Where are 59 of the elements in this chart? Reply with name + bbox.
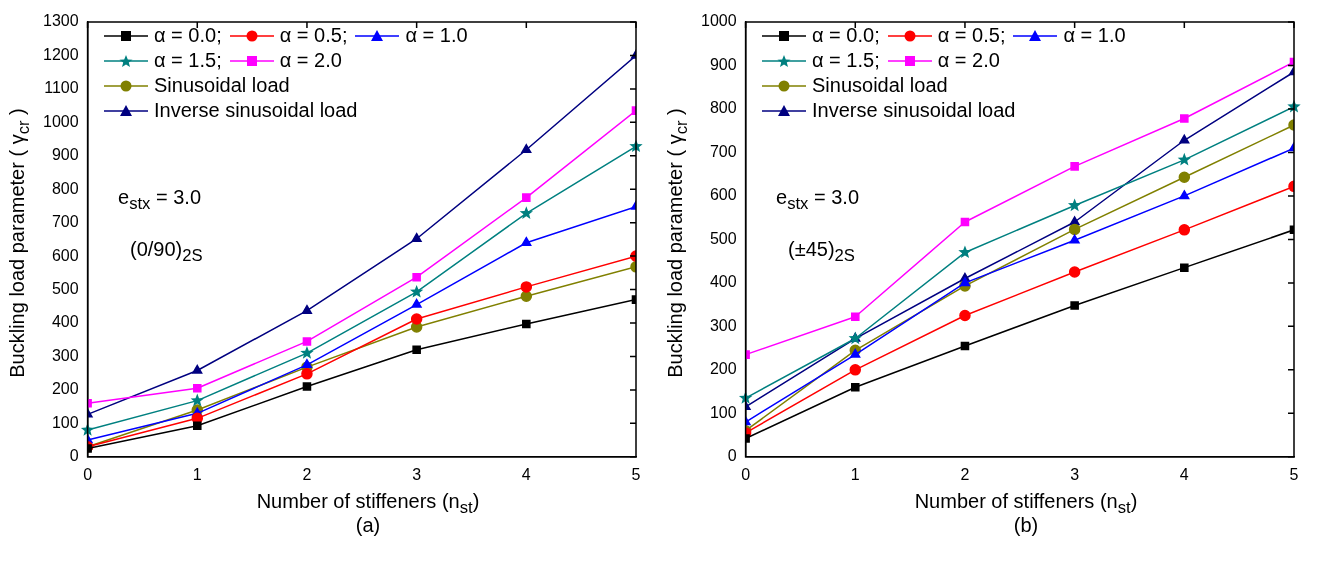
legend-label: α = 1.5;: [812, 49, 880, 72]
x-tick-label: 3: [412, 465, 422, 483]
x-tick-label: 0: [741, 465, 751, 483]
x-tick-label: 0: [83, 465, 93, 483]
legend-label: α = 1.0: [405, 24, 468, 47]
y-tick-label: 1300: [43, 12, 79, 30]
legend-label: α = 1.0: [1063, 24, 1126, 47]
legend-label: Inverse sinusoidal load: [812, 99, 1016, 122]
x-tick-label: 5: [1289, 465, 1299, 483]
y-tick-label: 800: [709, 99, 737, 117]
x-tick-label: 4: [521, 465, 531, 483]
y-tick-label: 300: [51, 346, 79, 364]
x-tick-label: 1: [192, 465, 202, 483]
y-tick-label: 400: [51, 313, 79, 331]
x-tick-label: 5: [631, 465, 641, 483]
y-tick-label: 1100: [44, 79, 79, 97]
legend-label: α = 1.5;: [154, 49, 222, 72]
y-tick-label: 100: [51, 413, 79, 431]
legend-label: α = 0.5;: [937, 24, 1006, 47]
annotation: (0/90)$_{2S}$: [130, 238, 203, 266]
y-tick-label: 300: [709, 316, 737, 334]
y-tick-label: 600: [51, 246, 79, 264]
y-tick-label: 700: [709, 142, 737, 160]
x-axis-title: Number of stiffeners (n$_{st}$): [914, 490, 1138, 517]
legend-label: α = 0.0;: [812, 24, 880, 47]
y-tick-label: 900: [51, 146, 79, 164]
y-tick-label: 1200: [43, 45, 79, 63]
y-tick-label: 200: [51, 380, 79, 398]
y-tick-label: 0: [727, 447, 737, 465]
text: (a): [355, 514, 381, 536]
y-tick-label: 700: [51, 213, 79, 231]
y-tick-label: 100: [709, 403, 737, 421]
legend-label: Sinusoidal load: [812, 74, 948, 97]
y-tick-label: 1000: [43, 112, 79, 130]
legend-label: Sinusoidal load: [154, 74, 290, 97]
legend-label: α = 2.0: [937, 49, 1000, 72]
x-tick-label: 2: [960, 465, 970, 483]
x-tick-label: 1: [850, 465, 860, 483]
legend-label: α = 0.0;: [154, 24, 222, 47]
x-tick-label: 3: [1070, 465, 1080, 483]
legend-label: α = 2.0: [279, 49, 342, 72]
y-tick-label: 900: [709, 55, 737, 73]
y-tick-label: 400: [709, 273, 737, 291]
x-tick-label: 2: [302, 465, 312, 483]
x-tick-label: 4: [1179, 465, 1189, 483]
y-tick-label: 200: [709, 360, 737, 378]
y-tick-label: 500: [709, 229, 737, 247]
legend-label: α = 0.5;: [279, 24, 348, 47]
text: (b): [1013, 514, 1039, 536]
y-tick-label: 600: [709, 186, 737, 204]
y-tick-label: 1000: [701, 12, 737, 30]
y-tick-label: 500: [51, 279, 79, 297]
annotation: (±45)$_{2S}$: [788, 238, 855, 266]
x-axis-title: Number of stiffeners (n$_{st}$): [256, 490, 480, 517]
y-tick-label: 800: [51, 179, 79, 197]
annotation: e$_{stx}$ = 3.0: [118, 186, 202, 214]
legend-label: Inverse sinusoidal load: [154, 99, 358, 122]
y-tick-label: 0: [69, 447, 79, 465]
annotation: e$_{stx}$ = 3.0: [776, 186, 860, 214]
